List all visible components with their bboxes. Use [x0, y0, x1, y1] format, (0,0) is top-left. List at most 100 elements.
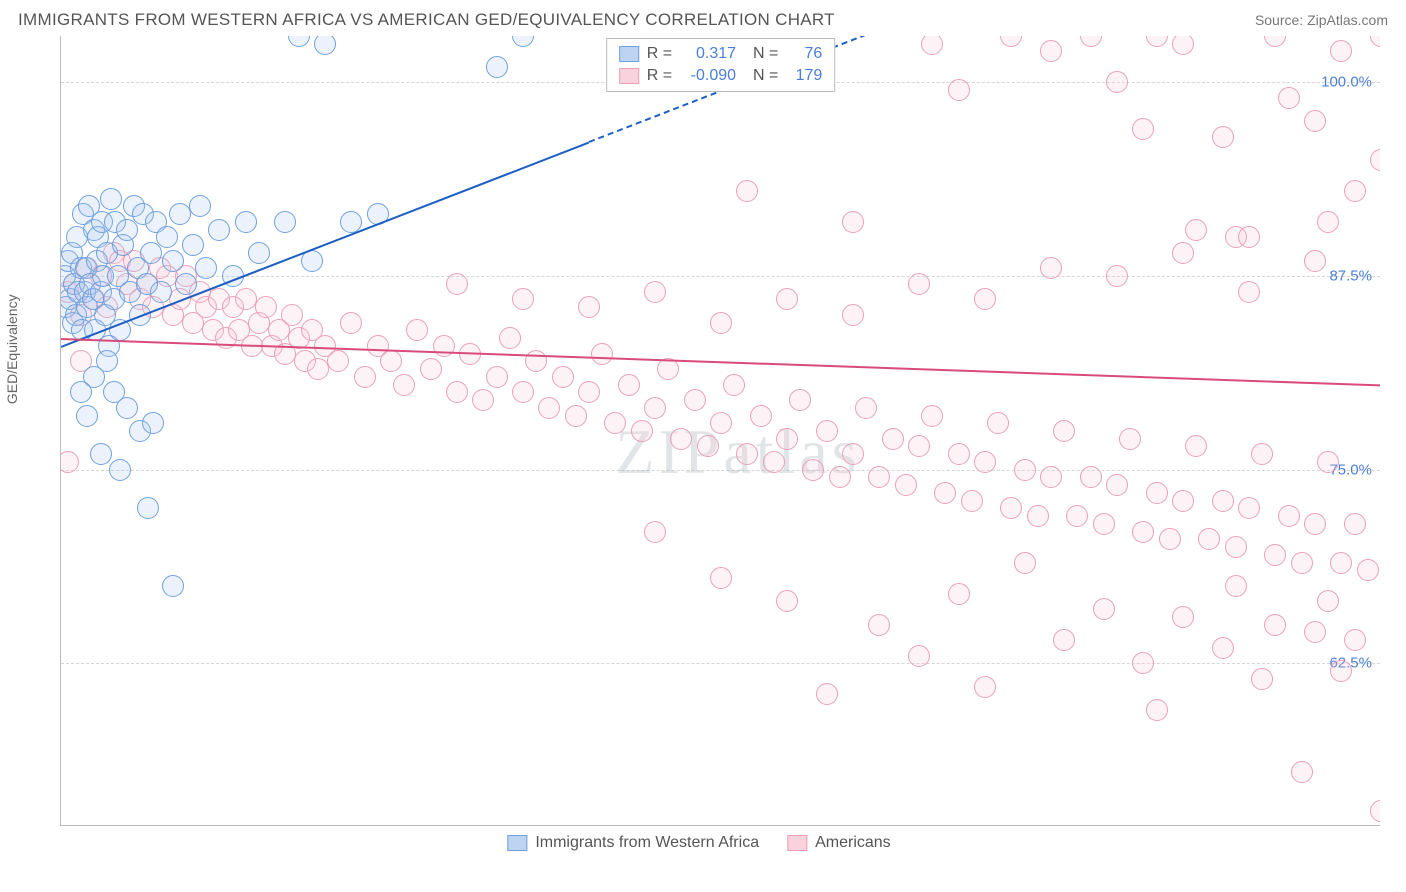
scatter-point: [974, 451, 996, 473]
scatter-point: [829, 466, 851, 488]
scatter-point: [1304, 621, 1326, 643]
scatter-point: [1278, 505, 1300, 527]
scatter-point: [776, 590, 798, 612]
scatter-point: [1093, 513, 1115, 535]
scatter-point: [137, 497, 159, 519]
scatter-point: [1251, 443, 1273, 465]
scatter-point: [736, 180, 758, 202]
scatter-point: [948, 79, 970, 101]
scatter-point: [868, 466, 890, 488]
scatter-point: [1344, 513, 1366, 535]
scatter-point: [288, 36, 310, 47]
scatter-point: [1185, 219, 1207, 241]
chart-container: GED/Equivalency 62.5%75.0%87.5%100.0%0.0…: [18, 36, 1380, 866]
scatter-point: [1330, 552, 1352, 574]
scatter-point: [1357, 559, 1379, 581]
scatter-point: [1172, 36, 1194, 55]
scatter-point: [776, 428, 798, 450]
scatter-point: [1317, 451, 1339, 473]
scatter-point: [169, 203, 191, 225]
scatter-point: [763, 451, 785, 473]
scatter-point: [842, 443, 864, 465]
scatter-point: [189, 195, 211, 217]
gridline: [61, 470, 1380, 471]
scatter-point: [697, 435, 719, 457]
scatter-point: [578, 381, 600, 403]
scatter-point: [710, 567, 732, 589]
scatter-point: [1066, 505, 1088, 527]
scatter-point: [142, 412, 164, 434]
trend-line: [61, 338, 1380, 386]
chart-title: IMMIGRANTS FROM WESTERN AFRICA VS AMERIC…: [18, 10, 835, 30]
scatter-point: [1370, 149, 1380, 171]
scatter-point: [1370, 800, 1380, 822]
scatter-point: [446, 381, 468, 403]
scatter-point: [1264, 36, 1286, 47]
series-legend-item: Americans: [787, 834, 891, 852]
x-tick: [61, 825, 62, 826]
chart-source: Source: ZipAtlas.com: [1255, 12, 1388, 28]
scatter-point: [1264, 544, 1286, 566]
scatter-point: [1278, 87, 1300, 109]
scatter-point: [1344, 629, 1366, 651]
scatter-point: [948, 583, 970, 605]
gridline: [61, 276, 1380, 277]
gridline: [61, 663, 1380, 664]
scatter-point: [472, 389, 494, 411]
scatter-point: [816, 683, 838, 705]
scatter-point: [684, 389, 706, 411]
scatter-point: [116, 397, 138, 419]
scatter-point: [162, 250, 184, 272]
legend-swatch: [619, 46, 639, 62]
legend-swatch: [507, 835, 527, 851]
scatter-point: [314, 36, 336, 55]
scatter-point: [921, 36, 943, 55]
scatter-point: [340, 312, 362, 334]
scatter-point: [182, 234, 204, 256]
scatter-point: [1014, 552, 1036, 574]
scatter-point: [150, 281, 172, 303]
scatter-point: [1344, 180, 1366, 202]
scatter-point: [420, 358, 442, 380]
scatter-point: [908, 273, 930, 295]
scatter-point: [710, 312, 732, 334]
scatter-point: [1159, 528, 1181, 550]
scatter-point: [393, 374, 415, 396]
scatter-point: [868, 614, 890, 636]
scatter-point: [1000, 497, 1022, 519]
scatter-point: [1119, 428, 1141, 450]
scatter-point: [1000, 36, 1022, 47]
trend-line: [61, 141, 590, 347]
scatter-point: [882, 428, 904, 450]
scatter-point: [604, 412, 626, 434]
scatter-point: [162, 575, 184, 597]
scatter-point: [1040, 257, 1062, 279]
scatter-point: [1172, 490, 1194, 512]
scatter-point: [1212, 126, 1234, 148]
legend-r-label: R =: [647, 43, 672, 65]
series-legend-label: Immigrants from Western Africa: [535, 834, 759, 852]
scatter-point: [1172, 242, 1194, 264]
scatter-point: [90, 443, 112, 465]
scatter-point: [1264, 614, 1286, 636]
chart-header: IMMIGRANTS FROM WESTERN AFRICA VS AMERIC…: [0, 0, 1406, 36]
scatter-point: [538, 397, 560, 419]
scatter-point: [578, 296, 600, 318]
scatter-point: [1304, 110, 1326, 132]
scatter-point: [255, 296, 277, 318]
legend-r-value: 0.317: [680, 43, 736, 65]
legend-swatch: [787, 835, 807, 851]
legend-row: R =0.317 N =76: [619, 43, 823, 65]
scatter-point: [1040, 40, 1062, 62]
scatter-point: [1304, 513, 1326, 535]
x-tick: [501, 825, 502, 826]
scatter-point: [512, 381, 534, 403]
scatter-point: [1132, 652, 1154, 674]
scatter-point: [1132, 521, 1154, 543]
scatter-point: [842, 211, 864, 233]
scatter-point: [776, 288, 798, 310]
scatter-point: [1370, 36, 1380, 47]
scatter-point: [307, 358, 329, 380]
scatter-point: [1040, 466, 1062, 488]
scatter-point: [100, 188, 122, 210]
